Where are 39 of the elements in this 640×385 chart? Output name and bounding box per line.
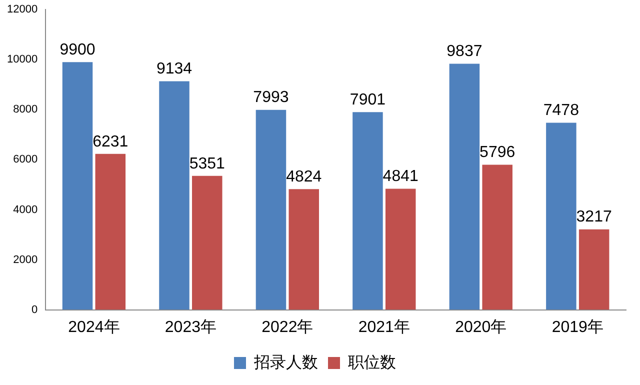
data-label: 9134 xyxy=(156,60,192,78)
y-tick-label: 0 xyxy=(31,304,38,316)
x-tick-label: 2020年 xyxy=(455,318,507,336)
bar xyxy=(482,164,512,310)
bar xyxy=(192,176,222,310)
y-tick-label: 6000 xyxy=(13,154,38,166)
data-label: 7993 xyxy=(253,89,289,106)
data-label: 7478 xyxy=(543,102,580,120)
x-tick-label: 2023年 xyxy=(164,318,216,336)
bar xyxy=(352,112,383,310)
bar xyxy=(62,62,93,310)
bar xyxy=(95,154,126,310)
data-label: 4841 xyxy=(382,168,419,186)
y-tick-label: 10000 xyxy=(6,54,38,66)
y-tick-label: 2000 xyxy=(13,254,38,266)
bar xyxy=(288,189,319,310)
y-tick-label: 8000 xyxy=(13,104,38,116)
data-label: 7901 xyxy=(350,92,386,109)
data-label: 3217 xyxy=(576,208,612,226)
x-tick-label: 2019年 xyxy=(552,318,604,336)
bar xyxy=(159,81,190,310)
x-tick-label: 2021年 xyxy=(358,318,410,336)
bar xyxy=(256,110,286,310)
data-label: 9837 xyxy=(446,43,482,60)
x-tick-label: 2022年 xyxy=(262,318,314,336)
legend-label: 招录人数 xyxy=(253,354,318,372)
bar xyxy=(578,229,610,310)
x-tick-label: 2024年 xyxy=(68,318,120,336)
data-label: 6231 xyxy=(92,133,128,150)
y-tick-label: 4000 xyxy=(13,204,38,216)
legend-label: 职位数 xyxy=(348,354,396,372)
data-label: 9900 xyxy=(60,42,96,59)
bar xyxy=(385,188,416,310)
bar xyxy=(449,64,480,310)
data-label: 5351 xyxy=(189,155,226,172)
data-label: 4824 xyxy=(286,168,322,186)
bar xyxy=(546,122,576,310)
y-tick-label: 12000 xyxy=(6,4,38,16)
data-label: 5796 xyxy=(480,144,516,162)
